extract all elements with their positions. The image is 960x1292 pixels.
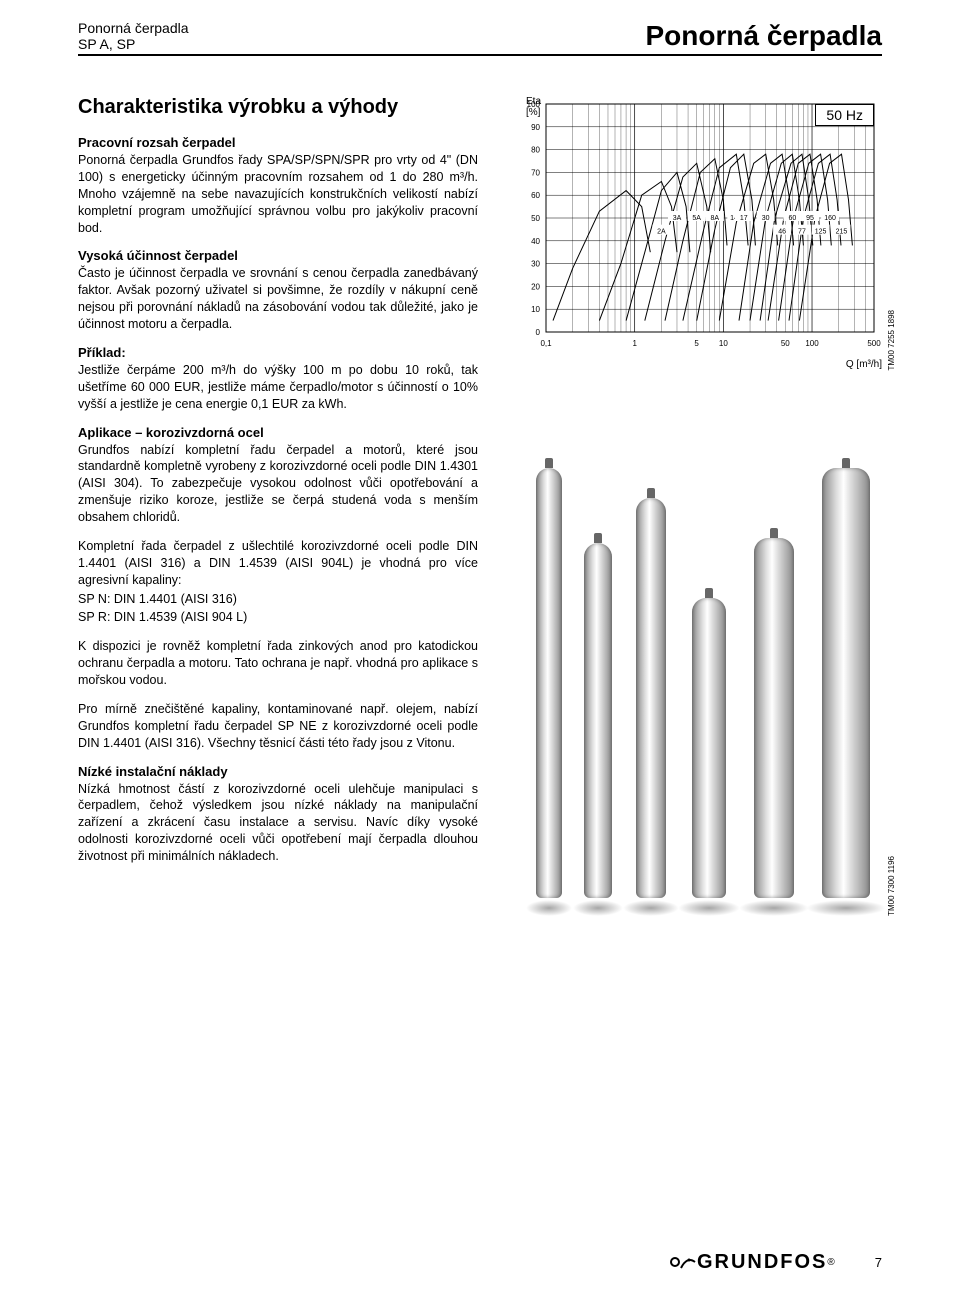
svg-text:77: 77: [798, 229, 806, 236]
footer-page-number: 7: [875, 1255, 882, 1270]
svg-text:46: 46: [778, 229, 786, 236]
section-6-body: K dispozici je rovněž kompletní řada zin…: [78, 638, 478, 689]
pump-shadow: [806, 900, 886, 916]
svg-text:40: 40: [531, 237, 540, 246]
svg-text:5: 5: [694, 339, 699, 348]
pump-shadow: [739, 900, 809, 916]
svg-text:70: 70: [531, 168, 540, 177]
svg-text:30: 30: [531, 260, 540, 269]
pumps-code: TM00 7300 1196: [887, 856, 896, 916]
section-5-body: Kompletní řada čerpadel z ušlechtilé kor…: [78, 538, 478, 589]
svg-text:20: 20: [531, 282, 540, 291]
svg-text:1: 1: [632, 339, 637, 348]
section-2-heading: Vysoká účinnost čerpadel: [78, 248, 478, 263]
svg-text:80: 80: [531, 146, 540, 155]
svg-text:95: 95: [806, 215, 814, 222]
svg-text:2A: 2A: [657, 229, 666, 236]
svg-text:125: 125: [815, 229, 827, 236]
svg-text:8A: 8A: [710, 215, 719, 222]
efficiency-chart: Eta [%] 50 Hz 01020304050607080901000,11…: [502, 96, 882, 356]
section-8-body: Nízká hmotnost částí z korozivzdorné oce…: [78, 781, 478, 865]
svg-text:5A: 5A: [692, 215, 701, 222]
left-column: Charakteristika výrobku a výhody Pracovn…: [78, 96, 478, 916]
svg-text:10: 10: [531, 305, 540, 314]
svg-text:3A: 3A: [673, 215, 682, 222]
svg-text:60: 60: [531, 191, 540, 200]
svg-text:500: 500: [867, 339, 881, 348]
section-5-line-r: SP R: DIN 1.4539 (AISI 904 L): [78, 609, 478, 626]
svg-text:215: 215: [836, 229, 848, 236]
page-header: Ponorná čerpadla SP A, SP Ponorná čerpad…: [78, 20, 882, 56]
section-3-body: Jestliže čerpáme 200 m³/h do výšky 100 m…: [78, 362, 478, 413]
footer-logo-text: GRUNDFOS: [697, 1251, 827, 1274]
pump-shadow: [526, 900, 572, 916]
pump-image: [754, 538, 794, 898]
svg-text:0,1: 0,1: [540, 339, 552, 348]
page-title: Charakteristika výrobku a výhody: [78, 96, 478, 119]
chart-y-label: Eta [%]: [526, 96, 541, 118]
svg-text:30: 30: [762, 215, 770, 222]
chart-code: TM00 7255 1898: [887, 310, 896, 371]
section-7-body: Pro mírně znečištěné kapaliny, kontamino…: [78, 701, 478, 752]
page: Ponorná čerpadla SP A, SP Ponorná čerpad…: [0, 0, 960, 1292]
section-4-body: Grundfos nabízí kompletní řadu čerpadel …: [78, 442, 478, 526]
svg-text:50: 50: [781, 339, 790, 348]
svg-text:17: 17: [740, 215, 748, 222]
chart-title: 50 Hz: [815, 104, 874, 126]
pumps-figure: TM00 7300 1196: [502, 456, 882, 916]
pump-shadow: [623, 900, 679, 916]
header-title: Ponorná čerpadla: [645, 20, 882, 52]
svg-text:100: 100: [805, 339, 819, 348]
pump-image: [536, 468, 562, 898]
section-2-body: Často je účinnost čerpadla ve srovnání s…: [78, 265, 478, 333]
section-5-line-n: SP N: DIN 1.4401 (AISI 316): [78, 591, 478, 608]
svg-text:90: 90: [531, 123, 540, 132]
section-1-body: Ponorná čerpadla Grundfos řady SPA/SP/SP…: [78, 152, 478, 236]
grundfos-logo-icon: [667, 1250, 697, 1274]
section-8-heading: Nízké instalační náklady: [78, 764, 478, 779]
footer-logo-reg: ®: [827, 1257, 834, 1268]
section-3-heading: Příklad:: [78, 345, 478, 360]
header-model-line: SP A, SP: [78, 36, 189, 52]
header-left: Ponorná čerpadla SP A, SP: [78, 20, 189, 52]
chart-x-label: Q [m³/h]: [846, 359, 882, 370]
page-footer: GRUNDFOS ® 7: [78, 1250, 882, 1274]
pump-shadow: [678, 900, 740, 916]
pump-image: [822, 468, 870, 898]
header-product-line: Ponorná čerpadla: [78, 20, 189, 36]
svg-text:10: 10: [719, 339, 728, 348]
content-columns: Charakteristika výrobku a výhody Pracovn…: [78, 96, 882, 916]
pump-image: [584, 543, 612, 898]
svg-text:0: 0: [536, 328, 541, 337]
chart-svg: 01020304050607080901000,11510501005003A5…: [502, 96, 882, 356]
svg-text:50: 50: [531, 214, 540, 223]
pump-image: [692, 598, 726, 898]
pump-shadow: [573, 900, 623, 916]
section-4-heading: Aplikace – korozivzdorná ocel: [78, 425, 478, 440]
section-1-heading: Pracovní rozsah čerpadel: [78, 135, 478, 150]
pump-image: [636, 498, 666, 898]
svg-text:60: 60: [788, 215, 796, 222]
svg-text:160: 160: [824, 215, 836, 222]
right-column: Eta [%] 50 Hz 0 10 20 30 40 50 60 70 80 90 100 0,1 1…: [502, 96, 882, 916]
